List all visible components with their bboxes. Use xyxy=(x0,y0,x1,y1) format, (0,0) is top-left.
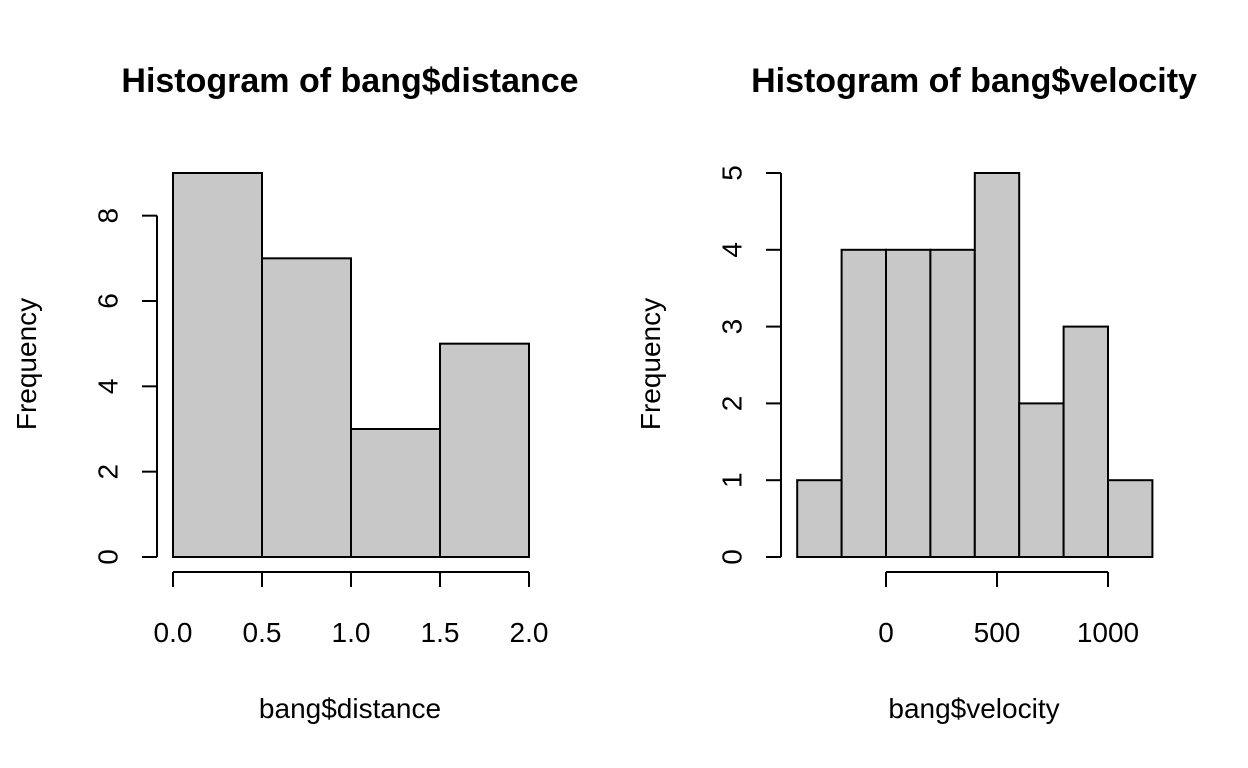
histogram-bar-0 xyxy=(796,479,843,559)
x-axis-label: bang$velocity xyxy=(888,693,1059,724)
x-tick-label: 2.0 xyxy=(510,617,549,648)
y-tick-label: 5 xyxy=(716,165,747,181)
x-tick-label: 500 xyxy=(974,617,1021,648)
y-tick-label: 3 xyxy=(716,319,747,335)
histogram-bar-3 xyxy=(439,342,530,558)
chart-title: Histogram of bang$velocity xyxy=(751,62,1197,100)
y-axis-label: Frequency xyxy=(11,298,42,430)
histogram-bar-1 xyxy=(261,257,352,558)
y-tick-label: 2 xyxy=(716,396,747,412)
histogram-bar-2 xyxy=(350,428,441,558)
bars-group xyxy=(172,172,530,558)
x-tick-label: 1.5 xyxy=(421,617,460,648)
y-tick-label: 2 xyxy=(92,464,123,480)
chart-title: Histogram of bang$distance xyxy=(121,62,578,100)
x-tick-label: 1.0 xyxy=(332,617,371,648)
histogram-bar-6 xyxy=(1062,325,1109,558)
y-tick-label: 1 xyxy=(716,472,747,488)
y-tick-label: 6 xyxy=(92,293,123,309)
histogram-bar-4 xyxy=(973,172,1021,558)
y-tick-label: 4 xyxy=(92,379,123,395)
histogram-bar-3 xyxy=(929,248,976,559)
y-tick-label: 0 xyxy=(92,549,123,565)
y-tick-label: 0 xyxy=(716,549,747,565)
x-tick-label: 1000 xyxy=(1077,617,1139,648)
histogram-distance-panel: Histogram of bang$distance 0.0 0.5 1.0 1.5 2… xyxy=(11,62,579,724)
x-axis: 0.0 0.5 1.0 1.5 2.0 xyxy=(154,571,549,648)
y-axis: 0 1 2 3 4 5 xyxy=(716,165,782,565)
x-tick-label: 0.5 xyxy=(243,617,282,648)
bars-group xyxy=(796,172,1154,559)
y-axis-label: Frequency xyxy=(635,298,666,430)
y-tick-label: 4 xyxy=(716,242,747,258)
histogram-velocity-panel: Histogram of bang$velocity 0 500 1000 0 1 2 3… xyxy=(635,62,1197,724)
histogram-bar-2 xyxy=(885,248,932,559)
histogram-bar-0 xyxy=(172,172,263,558)
x-tick-label: 0 xyxy=(878,617,894,648)
y-axis: 0 2 4 6 8 xyxy=(92,208,158,565)
histogram-bar-5 xyxy=(1018,402,1065,558)
histogram-bar-1 xyxy=(840,248,887,559)
x-axis: 0 500 1000 xyxy=(878,571,1139,648)
x-tick-label: 0.0 xyxy=(154,617,193,648)
histogram-bar-7 xyxy=(1107,479,1154,559)
y-tick-label: 8 xyxy=(92,208,123,224)
x-axis-label: bang$distance xyxy=(259,693,441,724)
